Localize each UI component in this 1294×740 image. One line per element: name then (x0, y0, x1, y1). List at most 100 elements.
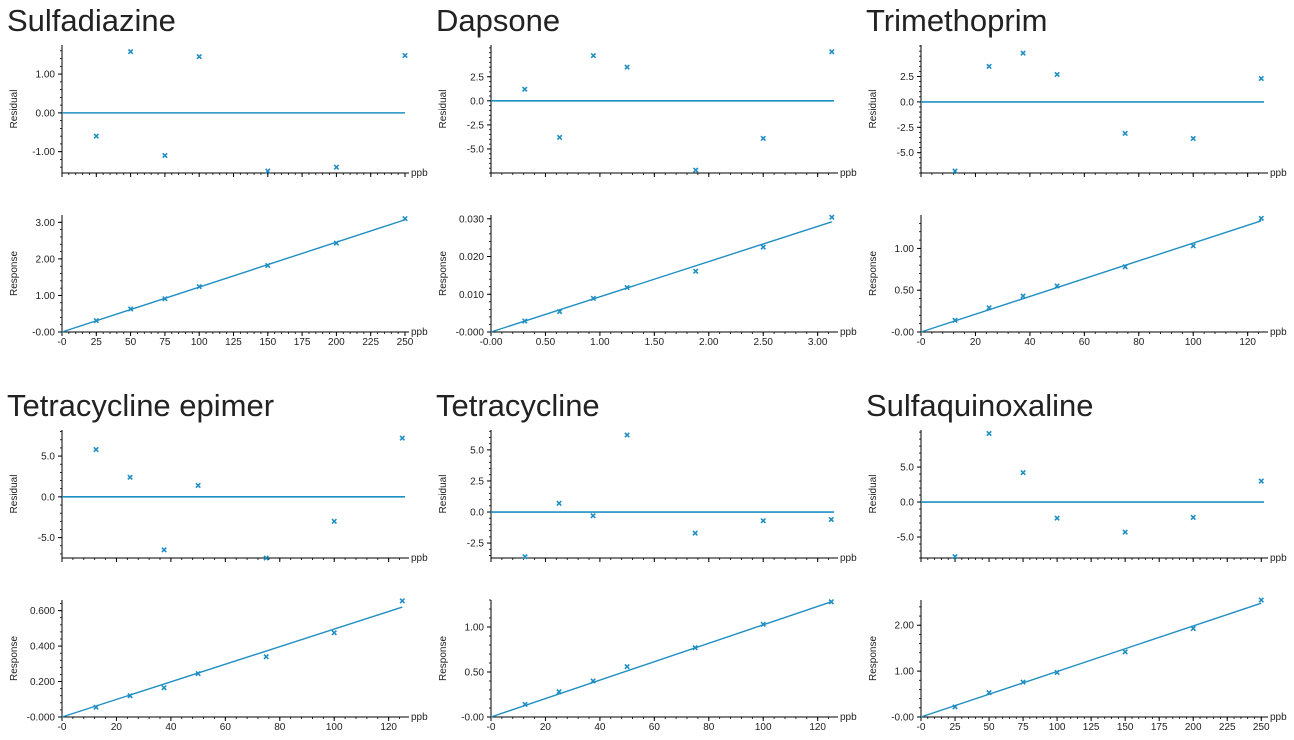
residual-point (556, 500, 562, 507)
x-tick-label: 175 (294, 337, 311, 348)
x-tick-label: 20 (111, 722, 123, 733)
response-point (590, 678, 596, 684)
y-axis-title: Response (438, 636, 449, 681)
chart-title: Tetracycline epimer (7, 388, 274, 423)
residual-point (624, 64, 630, 70)
y-tick-label: 1.00 (465, 623, 485, 634)
response-point (1190, 625, 1196, 632)
x-tick-label: 50 (125, 337, 137, 348)
response-subplot: -0.00 1.00 2.00 -0 25 50 75 100 125 150 175 200 225 2… (868, 597, 1287, 733)
response-point (331, 630, 337, 636)
x-tick-label: 250 (397, 337, 414, 348)
y-tick-label: 0.0 (470, 508, 484, 519)
residual-subplot: -5.0 0.0 5.0 ppb Residual (868, 430, 1287, 564)
response-subplot: -0.00 1.00 2.00 3.00 -0 25 50 75 100 125 150 175 200… (9, 215, 428, 348)
response-point (624, 663, 630, 670)
residual-point (692, 530, 698, 536)
fit-line (61, 606, 403, 718)
residual-point (161, 547, 167, 553)
y-tick-label: -2.5 (897, 123, 915, 134)
x-tick-label: 120 (1239, 337, 1256, 348)
y-tick-label: 1.00 (36, 70, 56, 81)
y-tick-label: -0.00 (461, 713, 484, 724)
y-tick-label: 5.0 (470, 445, 484, 456)
response-point (402, 215, 408, 222)
x-unit-label: ppb (840, 553, 857, 564)
fit-line (490, 601, 832, 718)
chart-panel-5: Tetracycline -2.5 0.0 2.5 5.0 ppb Residual -0.0… (436, 388, 857, 733)
residual-point (522, 553, 528, 560)
y-tick-label: -5.0 (467, 144, 485, 155)
residual-point (402, 52, 408, 59)
response-point (263, 653, 269, 660)
response-point (986, 304, 992, 311)
x-unit-label: ppb (411, 327, 428, 338)
x-tick-label: 25 (91, 337, 103, 348)
response-subplot: -0.00 0.50 1.00 -0 20 40 60 80 100 120 ppb Response (438, 599, 857, 733)
residual-point (399, 435, 406, 441)
y-tick-label: 0.400 (30, 642, 55, 653)
x-tick-label: 200 (1185, 722, 1202, 733)
response-point (624, 284, 630, 291)
residual-point (521, 86, 528, 93)
response-point (692, 268, 699, 275)
residual-point (331, 518, 337, 525)
residual-subplot: -5.0 -2.5 0.0 2.5 ppb Residual (438, 45, 857, 179)
x-tick-label: 60 (220, 722, 232, 733)
y-tick-label: -0.00 (891, 328, 914, 339)
y-tick-label: -5.0 (38, 533, 56, 544)
residual-point (196, 53, 202, 60)
y-tick-label: 0.00 (36, 108, 56, 119)
x-tick-label: 2.00 (699, 337, 719, 348)
response-point (828, 599, 835, 605)
x-tick-label: 1.00 (590, 337, 610, 348)
chart-panel-3: Trimethoprim -5.0 -2.5 0.0 2.5 ppb Residual -0.… (866, 3, 1287, 348)
residual-point (1190, 514, 1196, 521)
chart-panel-2: Dapsone -5.0 -2.5 0.0 2.5 ppb Residual -0.000 0.… (436, 3, 857, 348)
response-point (1190, 243, 1196, 249)
y-tick-label: 2.5 (900, 72, 914, 83)
x-unit-label: ppb (840, 712, 857, 723)
response-point (93, 704, 99, 711)
residual-point (1258, 478, 1265, 484)
y-axis-title: Residual (868, 475, 879, 514)
x-tick-label: 150 (259, 337, 276, 348)
response-point (265, 262, 271, 269)
x-tick-label: 100 (326, 722, 343, 733)
x-unit-label: ppb (1270, 327, 1287, 338)
y-axis-title: Response (9, 636, 20, 681)
y-tick-label: 1.00 (36, 291, 56, 302)
x-tick-label: -0 (58, 722, 67, 733)
response-point (399, 598, 406, 604)
x-tick-label: 60 (1079, 337, 1091, 348)
fit-line (920, 220, 1262, 333)
y-tick-label: 2.5 (470, 72, 484, 83)
response-point (1122, 264, 1128, 270)
x-tick-label: 3.00 (808, 337, 828, 348)
x-tick-label: 75 (159, 337, 171, 348)
residual-subplot: -5.0 -2.5 0.0 2.5 ppb Residual (868, 45, 1287, 179)
y-tick-label: 5.0 (41, 452, 55, 463)
chart-title: Tetracycline (436, 388, 600, 423)
response-point (1020, 679, 1026, 685)
chart-title: Sulfadiazine (7, 3, 176, 38)
y-tick-label: -0.000 (456, 328, 485, 339)
residual-point (127, 48, 134, 55)
residual-point (333, 164, 340, 170)
residual-point (829, 48, 835, 55)
response-point (556, 689, 562, 695)
residual-point (1122, 130, 1128, 137)
x-unit-label: ppb (1270, 553, 1287, 564)
y-tick-label: 0.020 (459, 252, 484, 263)
residual-point (1122, 529, 1128, 535)
y-tick-label: 3.00 (36, 218, 56, 229)
y-tick-label: 0.600 (30, 606, 55, 617)
response-point (556, 308, 563, 315)
y-tick-label: 1.00 (895, 244, 915, 255)
residual-subplot: -1.00 0.00 1.00 ppb Residual (9, 45, 428, 179)
y-axis-title: Response (438, 251, 449, 296)
y-tick-label: 0.50 (465, 668, 485, 679)
y-tick-label: -2.5 (467, 120, 485, 131)
response-point (692, 644, 698, 651)
response-point (521, 318, 528, 324)
